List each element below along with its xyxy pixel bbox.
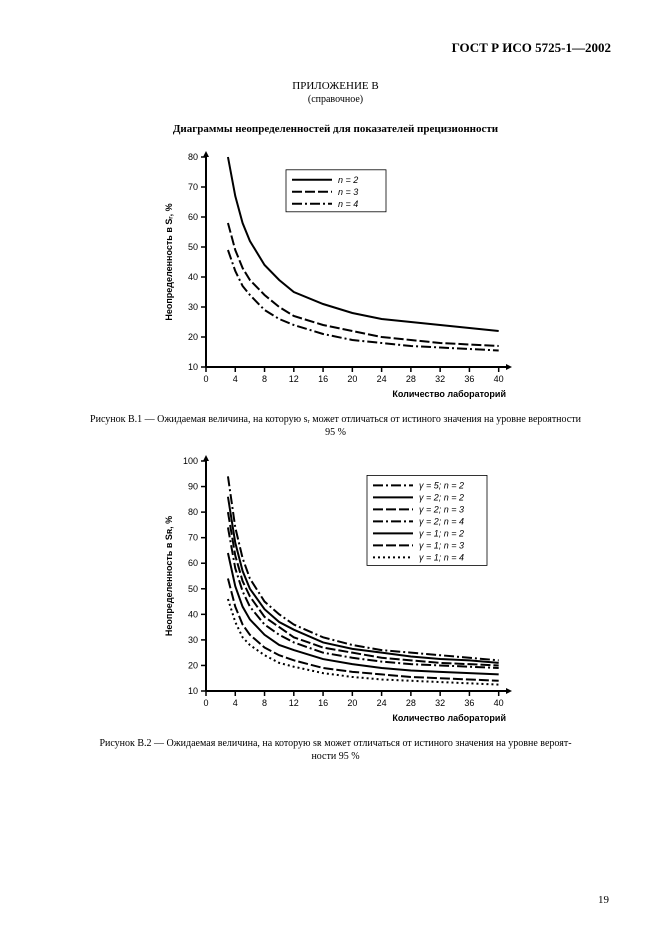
- svg-text:36: 36: [464, 374, 474, 384]
- svg-text:20: 20: [347, 374, 357, 384]
- svg-text:24: 24: [376, 698, 386, 708]
- svg-text:12: 12: [288, 374, 298, 384]
- svg-text:24: 24: [376, 374, 386, 384]
- svg-text:4: 4: [232, 374, 237, 384]
- svg-text:0: 0: [203, 698, 208, 708]
- svg-text:90: 90: [187, 482, 197, 492]
- svg-text:n = 2: n = 2: [338, 175, 358, 185]
- svg-text:30: 30: [187, 302, 197, 312]
- svg-text:60: 60: [187, 558, 197, 568]
- svg-text:32: 32: [435, 374, 445, 384]
- svg-text:γ = 1; n = 3: γ = 1; n = 3: [419, 540, 464, 550]
- figure-2-caption: Рисунок В.2 — Ожидаемая величина, на кот…: [90, 737, 581, 763]
- section-title: Диаграммы неопределенностей для показате…: [60, 123, 611, 135]
- svg-text:100: 100: [182, 456, 197, 466]
- svg-text:70: 70: [187, 182, 197, 192]
- svg-text:Неопределенность в Sᵣ, %: Неопределенность в Sᵣ, %: [164, 203, 174, 320]
- svg-text:8: 8: [262, 698, 267, 708]
- uncertainty-chart-1: 0 4 8 12 16 20 24 28 32 36 40 10 20 30 40 50 60 70 80 Колич…: [156, 147, 516, 407]
- svg-text:0: 0: [203, 374, 208, 384]
- svg-text:γ = 2; n = 2: γ = 2; n = 2: [419, 492, 464, 502]
- svg-text:10: 10: [187, 362, 197, 372]
- svg-text:50: 50: [187, 242, 197, 252]
- svg-text:60: 60: [187, 212, 197, 222]
- page-number: 19: [598, 894, 609, 906]
- svg-text:40: 40: [187, 272, 197, 282]
- svg-text:20: 20: [187, 332, 197, 342]
- svg-text:20: 20: [347, 698, 357, 708]
- svg-text:40: 40: [493, 698, 503, 708]
- svg-text:8: 8: [262, 374, 267, 384]
- svg-text:γ = 2; n = 3: γ = 2; n = 3: [419, 504, 464, 514]
- appendix-subtitle: (справочное): [60, 94, 611, 105]
- svg-text:Количество лабораторий: Количество лабораторий: [392, 713, 506, 723]
- uncertainty-chart-2: 0 4 8 12 16 20 24 28 32 36 40 10 20 30 40 50 60 70 80 90 100…: [156, 451, 516, 731]
- svg-text:γ = 1; n = 4: γ = 1; n = 4: [419, 552, 464, 562]
- svg-text:32: 32: [435, 698, 445, 708]
- svg-text:16: 16: [318, 698, 328, 708]
- svg-text:20: 20: [187, 660, 197, 670]
- svg-text:40: 40: [493, 374, 503, 384]
- svg-text:n = 3: n = 3: [338, 187, 358, 197]
- figure-1-caption: Рисунок В.1 — Ожидаемая величина, на кот…: [90, 413, 581, 439]
- svg-text:γ = 5; n = 2: γ = 5; n = 2: [419, 480, 464, 490]
- svg-text:γ = 2; n = 4: γ = 2; n = 4: [419, 516, 464, 526]
- svg-text:4: 4: [232, 698, 237, 708]
- svg-text:28: 28: [405, 698, 415, 708]
- svg-text:80: 80: [187, 152, 197, 162]
- svg-text:Количество лабораторий: Количество лабораторий: [392, 389, 506, 399]
- svg-text:70: 70: [187, 533, 197, 543]
- svg-text:30: 30: [187, 635, 197, 645]
- svg-text:n = 4: n = 4: [338, 199, 358, 209]
- svg-text:γ = 1; n = 2: γ = 1; n = 2: [419, 528, 464, 538]
- svg-text:80: 80: [187, 507, 197, 517]
- svg-text:28: 28: [405, 374, 415, 384]
- svg-text:10: 10: [187, 686, 197, 696]
- svg-text:16: 16: [318, 374, 328, 384]
- appendix-title: ПРИЛОЖЕНИЕ В: [60, 80, 611, 92]
- doc-header: ГОСТ Р ИСО 5725-1—2002: [60, 40, 611, 56]
- svg-text:12: 12: [288, 698, 298, 708]
- svg-text:Неопределенность в Sʀ, %: Неопределенность в Sʀ, %: [164, 516, 174, 636]
- svg-text:50: 50: [187, 584, 197, 594]
- svg-text:36: 36: [464, 698, 474, 708]
- svg-text:40: 40: [187, 609, 197, 619]
